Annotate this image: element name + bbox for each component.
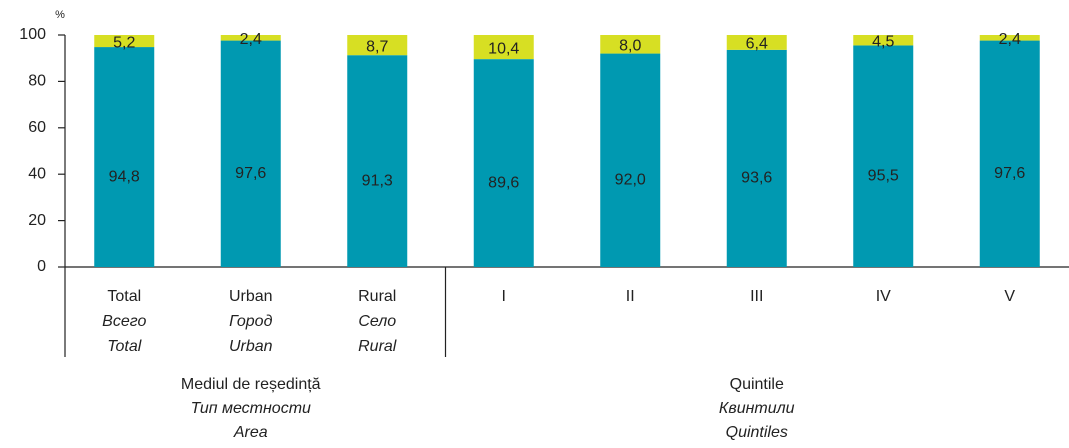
value-label: 10,4 [488, 40, 519, 57]
x-tick-label: V [1004, 288, 1015, 305]
value-label: 8,0 [619, 37, 641, 54]
value-label: 5,2 [113, 34, 135, 51]
x-tick-sublabel: Total [107, 338, 142, 355]
group-label: Quintile [730, 376, 784, 393]
x-tick-sublabel: Urban [229, 338, 273, 355]
x-tick-sublabel: Город [229, 313, 273, 330]
bar-segment [726, 35, 787, 50]
value-label: 89,6 [488, 174, 519, 191]
y-tick-label: 100 [19, 26, 46, 43]
bar-segment [853, 45, 914, 267]
value-label: 97,6 [994, 165, 1025, 182]
bar-segment [473, 59, 534, 268]
value-label: 4,5 [872, 33, 894, 50]
y-tick-label: 20 [28, 212, 46, 229]
bar-segment [347, 55, 408, 268]
x-tick-sublabel: Всего [102, 313, 146, 330]
y-tick-label: 40 [28, 165, 46, 182]
group-label: Quintiles [726, 424, 788, 441]
group-label: Тип местности [191, 400, 311, 417]
y-tick-label: 60 [28, 119, 46, 136]
bar-segment [600, 53, 661, 268]
bar-segment [726, 49, 787, 268]
bar-segment [94, 47, 155, 268]
value-label: 97,6 [235, 165, 266, 182]
bar-segment [853, 35, 914, 46]
x-tick-label: IV [876, 288, 891, 305]
y-tick-label: 0 [37, 258, 46, 275]
value-label: 2,4 [999, 31, 1021, 48]
x-tick-label: Total [107, 288, 141, 305]
group-label: Mediul de reședință [181, 376, 321, 393]
value-label: 92,0 [615, 171, 646, 188]
group-label: Area [233, 424, 268, 441]
x-tick-sublabel: Rural [358, 338, 397, 355]
bar-segment [600, 35, 661, 54]
bar-segment [979, 40, 1040, 268]
bar-segment [979, 35, 1040, 41]
value-label: 8,7 [366, 38, 388, 55]
x-tick-label: III [750, 288, 763, 305]
bar-segment [220, 35, 281, 41]
bar-segment [473, 35, 534, 60]
bar-segment [347, 35, 408, 56]
x-tick-label: Rural [358, 288, 396, 305]
y-tick-label: 80 [28, 73, 46, 90]
value-label: 94,8 [109, 168, 140, 185]
value-label: 2,4 [240, 31, 262, 48]
x-tick-sublabel: Село [358, 313, 396, 330]
x-tick-label: II [626, 288, 635, 305]
value-label: 93,6 [741, 170, 772, 187]
group-label: Квинтили [719, 400, 795, 417]
value-label: 6,4 [746, 36, 768, 53]
x-tick-label: Urban [229, 288, 273, 305]
x-tick-label: I [502, 288, 506, 305]
value-label: 91,3 [362, 172, 393, 189]
bar-segment [94, 35, 155, 48]
bar-segment [220, 40, 281, 268]
value-label: 95,5 [868, 167, 899, 184]
y-unit: % [55, 9, 65, 21]
